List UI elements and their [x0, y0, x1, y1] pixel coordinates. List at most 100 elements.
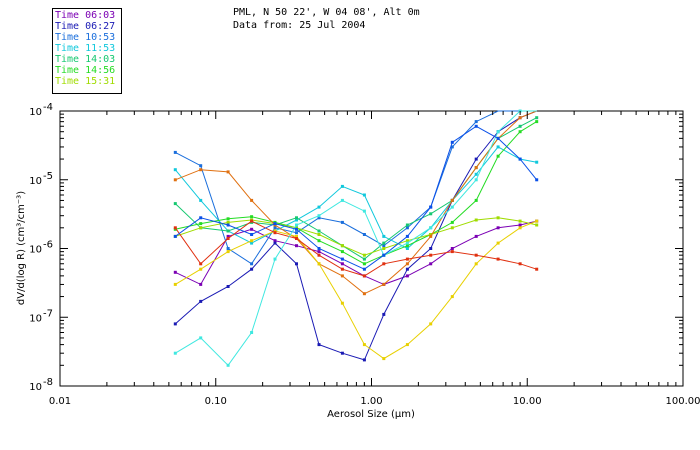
data-point — [429, 253, 433, 257]
data-point — [474, 218, 478, 222]
legend-entry: Time 15:31 — [55, 76, 116, 87]
data-point — [199, 198, 203, 202]
legend-entry: Time 11:53 — [55, 43, 116, 54]
x-tick-label: 0.10 — [205, 396, 227, 407]
data-point — [199, 336, 203, 340]
data-point — [173, 168, 177, 172]
legend-entry: Time 06:03 — [55, 10, 116, 21]
data-point — [199, 299, 203, 303]
data-point — [450, 145, 454, 149]
data-point — [340, 351, 344, 355]
data-point — [226, 363, 230, 367]
data-point — [273, 239, 277, 243]
y-tick-mantissa: 10 — [29, 382, 42, 393]
data-point — [362, 274, 366, 278]
data-point — [173, 150, 177, 154]
data-point — [199, 262, 203, 266]
data-point — [173, 351, 177, 355]
x-tick-label: 0.01 — [49, 396, 71, 407]
data-point — [273, 226, 277, 230]
data-point — [226, 229, 230, 233]
data-point — [199, 168, 203, 172]
data-point — [535, 223, 539, 227]
data-point — [496, 226, 500, 230]
data-point — [362, 343, 366, 347]
data-point — [199, 164, 203, 168]
data-point — [362, 209, 366, 213]
data-point — [429, 262, 433, 266]
data-point — [405, 244, 409, 248]
data-point — [518, 130, 522, 134]
data-point — [340, 262, 344, 266]
data-point — [474, 166, 478, 170]
data-point — [535, 219, 539, 223]
data-point — [362, 257, 366, 261]
y-tick-label: 10 — [29, 107, 42, 118]
y-tick-exponent: -7 — [43, 308, 53, 319]
y-tick-mantissa: 10 — [29, 107, 42, 118]
data-point — [317, 247, 321, 250]
data-point — [382, 253, 386, 257]
data-point — [382, 262, 386, 266]
y-axis: 10-810-710-610-510-4 — [29, 102, 683, 393]
data-point — [295, 223, 298, 227]
data-point — [317, 239, 321, 243]
data-point — [295, 262, 298, 266]
data-point — [226, 170, 230, 174]
data-point — [405, 257, 409, 261]
data-point — [474, 253, 478, 257]
data-point — [518, 157, 522, 161]
y-tick-exponent: -8 — [43, 377, 53, 388]
data-point — [250, 233, 254, 236]
data-point — [362, 193, 366, 197]
data-point — [362, 292, 366, 296]
data-point — [535, 267, 539, 271]
data-point — [535, 116, 539, 120]
data-point — [405, 223, 409, 227]
y-tick-exponent: -6 — [43, 240, 53, 251]
data-point — [382, 312, 386, 316]
y-axis-label: dV/d(log R) (cm³/cm⁻³) — [16, 191, 27, 305]
data-point — [250, 262, 254, 266]
data-point — [450, 205, 454, 209]
legend: Time 06:03 Time 06:27 Time 10:53 Time 11:53… — [52, 8, 122, 94]
data-point — [226, 234, 230, 238]
data-point — [226, 285, 230, 288]
data-point — [340, 257, 344, 261]
data-point — [295, 234, 298, 238]
data-point — [317, 262, 321, 266]
data-point — [382, 241, 386, 245]
data-point — [382, 244, 386, 248]
data-point — [382, 247, 386, 250]
data-point — [450, 198, 454, 202]
x-axis-label: Aerosol Size (μm) — [327, 409, 415, 420]
data-point — [405, 226, 409, 230]
data-point — [382, 234, 386, 238]
data-point — [250, 241, 254, 245]
y-tick-exponent: -4 — [43, 102, 53, 113]
y-tick-label: 10 — [29, 176, 42, 187]
series-layer — [173, 109, 539, 367]
data-point — [199, 226, 203, 230]
data-point — [199, 216, 203, 220]
data-point — [173, 178, 177, 182]
data-point — [429, 212, 433, 216]
data-point — [496, 154, 500, 158]
data-point — [250, 267, 254, 271]
data-point — [450, 250, 454, 254]
data-point — [474, 124, 478, 128]
data-point — [474, 234, 478, 238]
data-point — [273, 231, 277, 235]
data-point — [405, 274, 409, 278]
legend-entry: Time 14:56 — [55, 65, 116, 76]
data-point — [405, 247, 409, 250]
x-axis: 0.01 0.10 1.00 10.00 100.00 — [49, 111, 700, 407]
data-point — [226, 217, 230, 221]
y-tick-mantissa: 10 — [29, 176, 42, 187]
data-point — [250, 227, 254, 231]
data-point — [317, 229, 321, 233]
data-point — [340, 198, 344, 202]
x-tick-label: 10.00 — [513, 396, 542, 407]
plot-area — [59, 110, 684, 387]
data-point — [429, 226, 433, 230]
